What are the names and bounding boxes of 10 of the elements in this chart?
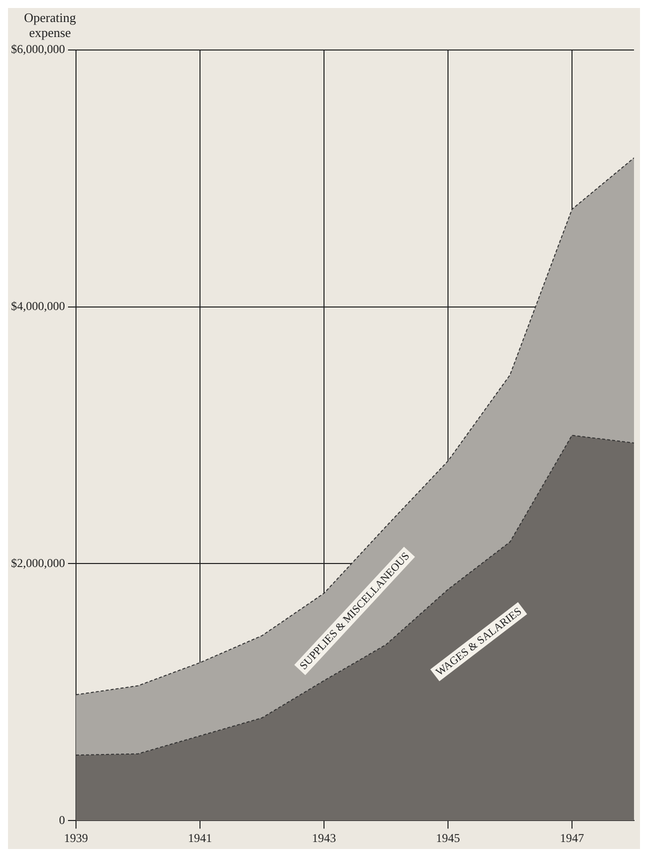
x-tick-label: 1943	[312, 830, 336, 845]
x-tick-label: 1947	[560, 830, 584, 845]
y-tick-label: $6,000,000	[11, 42, 65, 56]
y-axis-title: Operating expense	[24, 10, 76, 40]
y-tick-label: $2,000,000	[11, 556, 65, 570]
y-tick-label: 0	[59, 812, 65, 827]
x-tick-label: 1941	[188, 830, 212, 845]
x-tick-label: 1939	[64, 830, 88, 845]
y-tick-label: $4,000,000	[11, 299, 65, 314]
x-tick-label: 1945	[436, 830, 460, 845]
